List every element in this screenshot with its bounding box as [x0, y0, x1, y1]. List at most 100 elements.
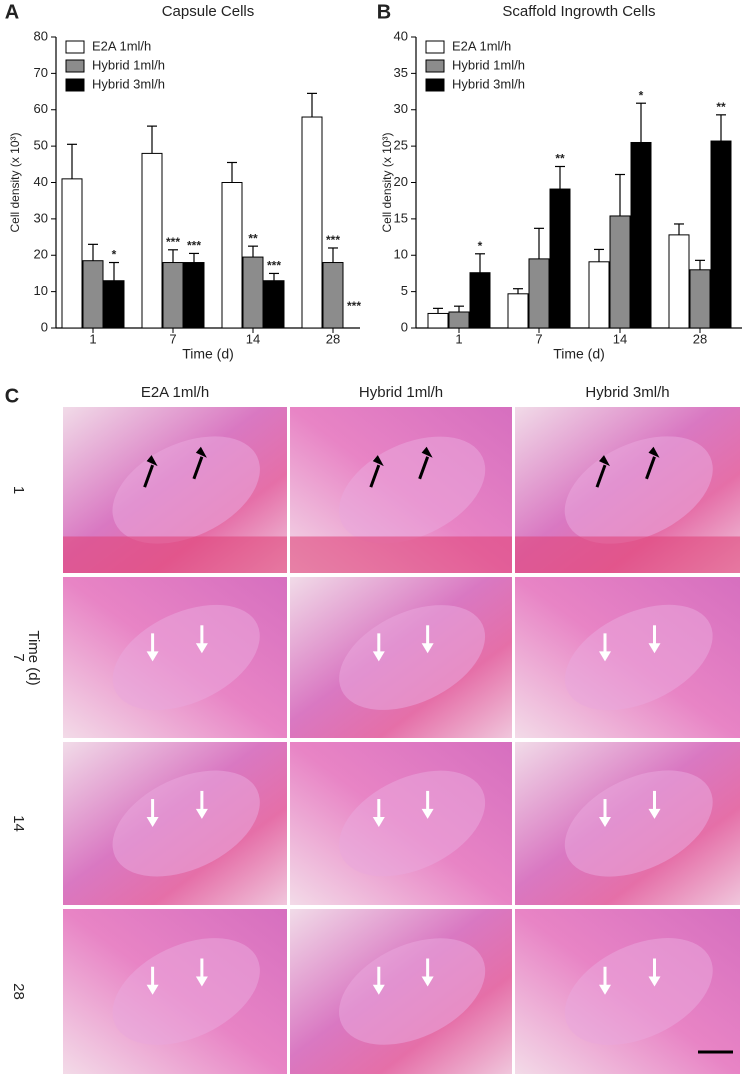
- x-tick-label: 28: [693, 331, 707, 346]
- x-axis-label: Time (d): [553, 346, 605, 362]
- bar: [103, 280, 125, 329]
- y-tick-label: 35: [394, 65, 408, 80]
- muscle-band: [515, 536, 740, 573]
- column-header: E2A 1ml/h: [141, 384, 209, 401]
- significance-label: ***: [166, 235, 180, 249]
- arrow-head: [372, 984, 385, 995]
- arrow-head: [372, 455, 384, 467]
- y-tick-label: 5: [401, 283, 408, 298]
- y-tick-label: 15: [394, 210, 408, 225]
- tissue-region: [112, 436, 260, 544]
- significance-label: ***: [347, 299, 361, 313]
- tissue-region: [564, 770, 713, 877]
- y-tick-label: 60: [34, 101, 48, 116]
- y-tick-label: 20: [394, 174, 408, 189]
- column-header: Hybrid 3ml/h: [585, 384, 669, 401]
- legend-swatch: [425, 78, 445, 92]
- y-tick-label: 30: [34, 210, 48, 225]
- significance-label: ***: [326, 233, 340, 247]
- legend-label: E2A 1ml/h: [92, 38, 151, 53]
- legend-label: Hybrid 3ml/h: [452, 76, 525, 91]
- bar: [507, 293, 529, 329]
- arrow-head: [599, 817, 611, 828]
- arrow-head: [146, 984, 159, 995]
- bar: [61, 178, 83, 329]
- x-tick-label: 14: [246, 331, 260, 346]
- column-header: Hybrid 1ml/h: [359, 384, 443, 401]
- y-tick-label: 10: [394, 247, 408, 262]
- arrow-head: [599, 651, 611, 662]
- tissue-region: [112, 604, 260, 711]
- arrow-head: [146, 455, 158, 467]
- bar: [469, 272, 491, 329]
- x-tick-label: 7: [169, 331, 176, 346]
- y-tick-label: 50: [34, 138, 48, 153]
- significance-label: *: [478, 239, 483, 253]
- arrow-head: [421, 976, 434, 987]
- arrow-head: [195, 808, 208, 819]
- bar: [668, 234, 690, 329]
- legend-label: E2A 1ml/h: [452, 38, 511, 53]
- bar: [322, 262, 344, 329]
- x-axis-label: Time (d): [182, 346, 234, 362]
- x-tick-label: 7: [535, 331, 542, 346]
- y-tick-label: 30: [394, 101, 408, 116]
- arrow: [645, 456, 656, 480]
- y-tick-label: 0: [41, 319, 48, 334]
- arrow: [369, 464, 381, 488]
- significance-label: ***: [187, 239, 201, 253]
- arrow-head: [648, 643, 661, 654]
- bar: [588, 261, 610, 329]
- legend-swatch: [425, 59, 445, 73]
- arrow-head: [421, 643, 434, 654]
- tissue-region: [564, 938, 713, 1045]
- bar: [528, 258, 550, 329]
- row-label: 1: [10, 486, 27, 494]
- bar: [141, 152, 163, 329]
- y-tick-label: 40: [34, 174, 48, 189]
- legend-label: Hybrid 3ml/h: [92, 76, 165, 91]
- panel-label: A: [5, 1, 19, 23]
- arrow: [595, 464, 607, 488]
- bar: [242, 256, 264, 329]
- arrow-head: [421, 446, 433, 458]
- x-tick-label: 1: [455, 331, 462, 346]
- tissue-region: [339, 770, 486, 877]
- tissue-region: [112, 938, 260, 1045]
- arrow-head: [648, 808, 661, 819]
- legend-label: Hybrid 1ml/h: [452, 57, 525, 72]
- bar: [710, 140, 732, 329]
- panel-label: C: [5, 385, 19, 407]
- arrow-head: [599, 984, 611, 995]
- arrow-head: [599, 455, 610, 467]
- bar: [630, 141, 652, 329]
- tissue-region: [564, 604, 713, 711]
- arrow-head: [195, 976, 208, 987]
- bar: [301, 116, 323, 329]
- legend-swatch: [65, 59, 85, 73]
- y-tick-label: 40: [394, 28, 408, 43]
- arrow-head: [648, 976, 661, 987]
- significance-label: *: [112, 248, 117, 262]
- y-axis-label: Cell density (x 10³): [380, 132, 394, 232]
- significance-label: *: [639, 88, 644, 102]
- y-tick-label: 70: [34, 65, 48, 80]
- bar: [427, 312, 449, 329]
- bar: [162, 262, 184, 329]
- bar: [82, 260, 104, 329]
- bar: [221, 182, 243, 329]
- arrow-head: [372, 817, 385, 828]
- bar: [549, 188, 571, 329]
- y-tick-label: 80: [34, 28, 48, 43]
- tissue-region: [339, 938, 486, 1045]
- panel-label: B: [377, 1, 391, 23]
- arrow-head: [372, 651, 385, 662]
- significance-label: ***: [267, 259, 281, 273]
- legend-swatch: [65, 40, 85, 54]
- row-label: 7: [10, 653, 27, 661]
- arrow-head: [648, 446, 660, 458]
- row-label: 14: [10, 815, 27, 832]
- arrow: [418, 456, 430, 480]
- tissue-region: [564, 436, 713, 544]
